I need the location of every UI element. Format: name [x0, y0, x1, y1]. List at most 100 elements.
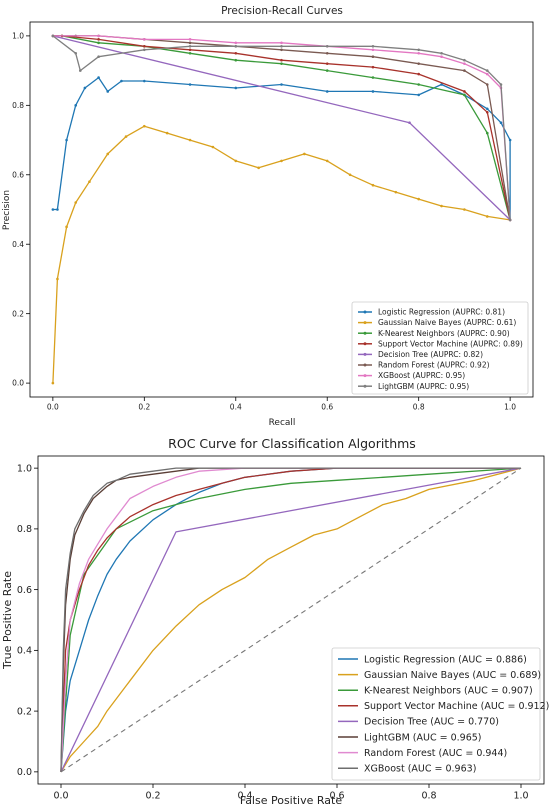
pr-point — [165, 131, 169, 135]
pr-point — [371, 65, 375, 69]
pr-point — [499, 121, 503, 124]
roc-legend-label: Logistic Regression (AUC = 0.886) — [364, 654, 527, 665]
pr-point — [74, 201, 78, 204]
pr-point — [371, 48, 375, 52]
pr-point — [371, 55, 375, 59]
pr-point — [188, 83, 192, 86]
pr-point — [97, 76, 100, 79]
pr-legend-box — [351, 301, 529, 395]
pr-x-tick-label: 1.0 — [504, 403, 516, 412]
pr-point — [463, 90, 466, 93]
roc-y-tick-label: 0.8 — [17, 524, 32, 535]
pr-point — [280, 159, 283, 163]
pr-point — [124, 135, 128, 138]
pr-point — [106, 152, 110, 156]
pr-point — [417, 197, 420, 201]
pr-point — [65, 225, 68, 229]
pr-axis-ticks: 0.0 0.2 0.4 0.6 0.8 1.0 0.0 0.2 0.4 0.6 0.8 1.0 — [12, 32, 516, 412]
pr-point — [440, 55, 443, 59]
pr-point — [485, 69, 489, 72]
pr-y-tick-label: 0.0 — [12, 379, 24, 388]
pr-point — [65, 138, 68, 142]
pr-point — [234, 159, 238, 163]
pr-legend-marker — [363, 331, 367, 335]
pr-point — [143, 79, 146, 83]
pr-x-tick-label: 0.0 — [47, 403, 59, 412]
pr-point — [234, 41, 238, 45]
roc-series-group — [60, 467, 522, 773]
pr-x-tick-label: 0.2 — [138, 403, 150, 412]
roc-legend-label: Support Vector Machine (AUC = 0.912) — [364, 701, 549, 712]
roc-series-random-forest — [60, 467, 521, 772]
pr-point — [257, 166, 260, 170]
pr-point — [303, 152, 306, 156]
roc-legend-label: Gaussian Naive Bayes (AUC = 0.689) — [364, 670, 541, 681]
roc-x-axis-label: False Positive Rate — [240, 794, 342, 807]
pr-x-tick-label: 0.8 — [413, 403, 425, 412]
roc-series-gaussian-naive-bayes — [60, 467, 522, 773]
pr-legend-marker — [363, 321, 367, 325]
pr-point — [280, 83, 283, 86]
pr-point — [325, 62, 329, 65]
pr-legend-marker — [363, 352, 367, 356]
pr-point — [188, 41, 192, 45]
roc-series-support-vector-machine — [60, 467, 521, 772]
roc-y-tick-label: 1.0 — [17, 463, 32, 474]
pr-point — [234, 45, 238, 48]
pr-point — [234, 58, 238, 62]
pr-series-logistic-regression — [52, 76, 511, 220]
precision-recall-chart: Precision-Recall Curves 0.0 0.2 0.4 0.6 0.8 1… — [2, 5, 534, 428]
pr-point — [417, 93, 420, 97]
pr-point — [51, 208, 55, 211]
roc-y-tick-label: 0.0 — [17, 767, 32, 778]
pr-point — [280, 62, 283, 65]
roc-chance-line — [60, 467, 522, 773]
pr-series-group — [51, 34, 512, 385]
roc-x-tick-label: 1.0 — [513, 791, 528, 802]
roc-chart-title: ROC Curve for Classification Algorithms — [168, 436, 416, 451]
pr-point — [485, 107, 489, 111]
pr-plot-frame — [29, 21, 534, 398]
pr-point — [120, 79, 123, 83]
pr-point — [143, 38, 146, 41]
pr-legend-label: XGBoost (AUPRC: 0.95) — [378, 371, 465, 380]
pr-point — [97, 34, 100, 38]
pr-point — [485, 110, 489, 114]
pr-point — [408, 121, 411, 124]
pr-point — [79, 69, 82, 72]
pr-point — [499, 83, 503, 86]
pr-point — [371, 183, 375, 187]
pr-point — [280, 45, 283, 48]
roc-legend-label: K-Nearest Neighbors (AUC = 0.907) — [364, 686, 533, 697]
roc-y-tick-label: 0.2 — [17, 706, 32, 717]
pr-y-tick-label: 1.0 — [12, 32, 24, 41]
pr-point — [463, 58, 466, 62]
pr-point — [74, 104, 78, 107]
pr-series-gaussian-naive-bayes — [52, 125, 511, 384]
roc-x-tick-label: 0.2 — [145, 791, 160, 802]
pr-point — [508, 218, 512, 222]
pr-point — [143, 124, 146, 128]
pr-point — [325, 51, 329, 55]
pr-y-tick-label: 0.8 — [12, 101, 24, 110]
pr-x-tick-label: 0.6 — [321, 403, 333, 412]
roc-y-axis-label: True Positive Rate — [1, 571, 14, 670]
pr-point — [508, 138, 512, 142]
roc-series-decision-tree — [60, 467, 522, 773]
pr-point — [485, 72, 489, 76]
pr-point — [280, 48, 283, 52]
pr-legend-label: LightGBM (AUPRC: 0.95) — [378, 382, 469, 391]
pr-point — [51, 34, 55, 38]
pr-y-tick-label: 0.4 — [12, 240, 24, 249]
pr-point — [97, 41, 100, 45]
pr-point — [325, 159, 329, 163]
pr-point — [463, 69, 466, 72]
roc-x-tick-label: 0.0 — [53, 791, 68, 802]
pr-point — [440, 83, 443, 86]
pr-y-tick-label: 0.6 — [12, 170, 24, 179]
roc-y-tick-label: 0.6 — [17, 585, 32, 596]
pr-point — [371, 45, 375, 48]
roc-legend-label: XGBoost (AUC = 0.963) — [364, 764, 476, 775]
pr-point — [234, 86, 238, 90]
pr-point — [371, 90, 375, 93]
